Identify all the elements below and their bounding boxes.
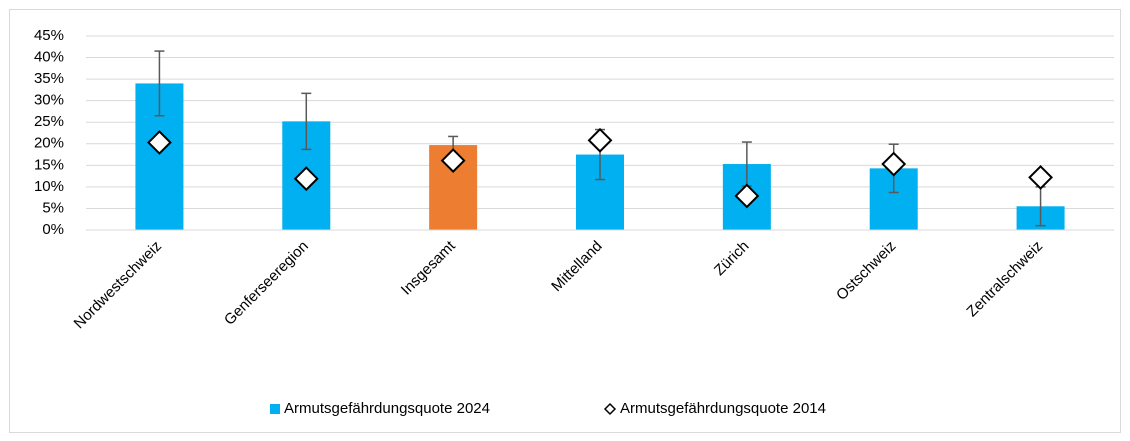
y-tick-label: 30%: [34, 92, 64, 109]
y-tick-label: 40%: [34, 49, 64, 66]
marker: [587, 127, 613, 153]
marker: [1028, 164, 1053, 190]
marker: [440, 148, 466, 174]
marker: [881, 151, 907, 177]
legend-swatch: [270, 404, 280, 414]
y-tick-label: 20%: [34, 135, 64, 152]
chart-frame: [9, 9, 1121, 433]
y-tick-label: 5%: [42, 199, 64, 216]
legend-swatch: [603, 402, 617, 416]
y-tick-label: 0%: [42, 221, 64, 238]
y-tick-label: 10%: [34, 178, 64, 195]
legend-label: Armutsgefährdungsquote 2024: [284, 400, 490, 417]
marker: [293, 166, 319, 192]
y-tick-label: 15%: [34, 156, 64, 173]
y-tick-label: 45%: [34, 27, 64, 44]
marker: [147, 130, 172, 155]
legend-label: Armutsgefährdungsquote 2014: [620, 400, 826, 417]
marker: [734, 183, 760, 209]
y-tick-label: 25%: [34, 113, 64, 130]
y-tick-label: 35%: [34, 70, 64, 87]
